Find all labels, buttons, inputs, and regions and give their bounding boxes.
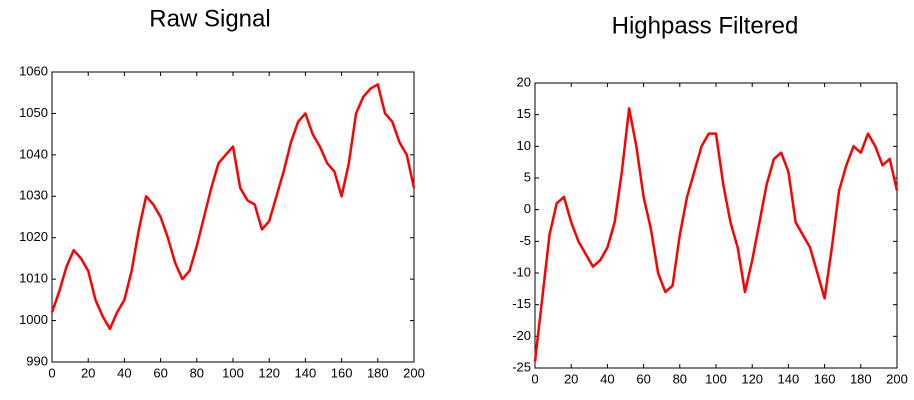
x-tick-label: 20 (564, 371, 578, 386)
y-tick-label: -5 (519, 233, 531, 248)
y-tick-label: 1030 (19, 188, 48, 203)
x-tick-label: 80 (190, 365, 204, 380)
x-tick-label: 140 (295, 365, 317, 380)
y-tick-label: -25 (512, 359, 531, 374)
x-tick-label: 160 (331, 365, 353, 380)
plot-frame (534, 82, 898, 369)
x-tick-label: 80 (673, 371, 687, 386)
y-tick-label: 5 (524, 169, 531, 184)
x-tick-label: 120 (258, 365, 280, 380)
y-tick-label: 1040 (19, 146, 48, 161)
x-tick-label: 0 (531, 371, 538, 386)
y-tick-label: 1010 (19, 271, 48, 286)
x-tick-label: 40 (600, 371, 614, 386)
y-tick-label: 20 (517, 74, 531, 89)
x-tick-label: 60 (153, 365, 167, 380)
y-tick-label: 1020 (19, 229, 48, 244)
line-series (533, 107, 899, 362)
x-tick-label: 160 (814, 371, 836, 386)
y-tick-label: 10 (517, 138, 531, 153)
y-tick-label: -20 (512, 328, 531, 343)
y-tick-label: 990 (26, 353, 48, 368)
x-tick-label: 20 (81, 365, 95, 380)
chart-title: Raw Signal (149, 5, 270, 32)
y-tick-label: 15 (517, 106, 531, 121)
x-tick-label: 60 (636, 371, 650, 386)
y-tick-label: 1000 (19, 312, 48, 327)
chart-title: Highpass Filtered (612, 12, 799, 39)
y-tick-label: -15 (512, 296, 531, 311)
x-tick-label: 180 (850, 371, 872, 386)
x-tick-label: 100 (222, 365, 244, 380)
plot-frame (51, 71, 415, 363)
x-tick-label: 100 (705, 371, 727, 386)
x-tick-label: 180 (367, 365, 389, 380)
y-tick-label: 1060 (19, 63, 48, 78)
x-tick-label: 0 (48, 365, 55, 380)
line-series (50, 83, 416, 331)
y-tick-label: 1050 (19, 105, 48, 120)
x-tick-label: 40 (117, 365, 131, 380)
y-tick-label: 0 (524, 201, 531, 216)
x-tick-label: 200 (886, 371, 908, 386)
x-tick-label: 120 (741, 371, 763, 386)
x-tick-label: 140 (778, 371, 800, 386)
y-tick-label: -10 (512, 264, 531, 279)
x-tick-label: 200 (403, 365, 425, 380)
